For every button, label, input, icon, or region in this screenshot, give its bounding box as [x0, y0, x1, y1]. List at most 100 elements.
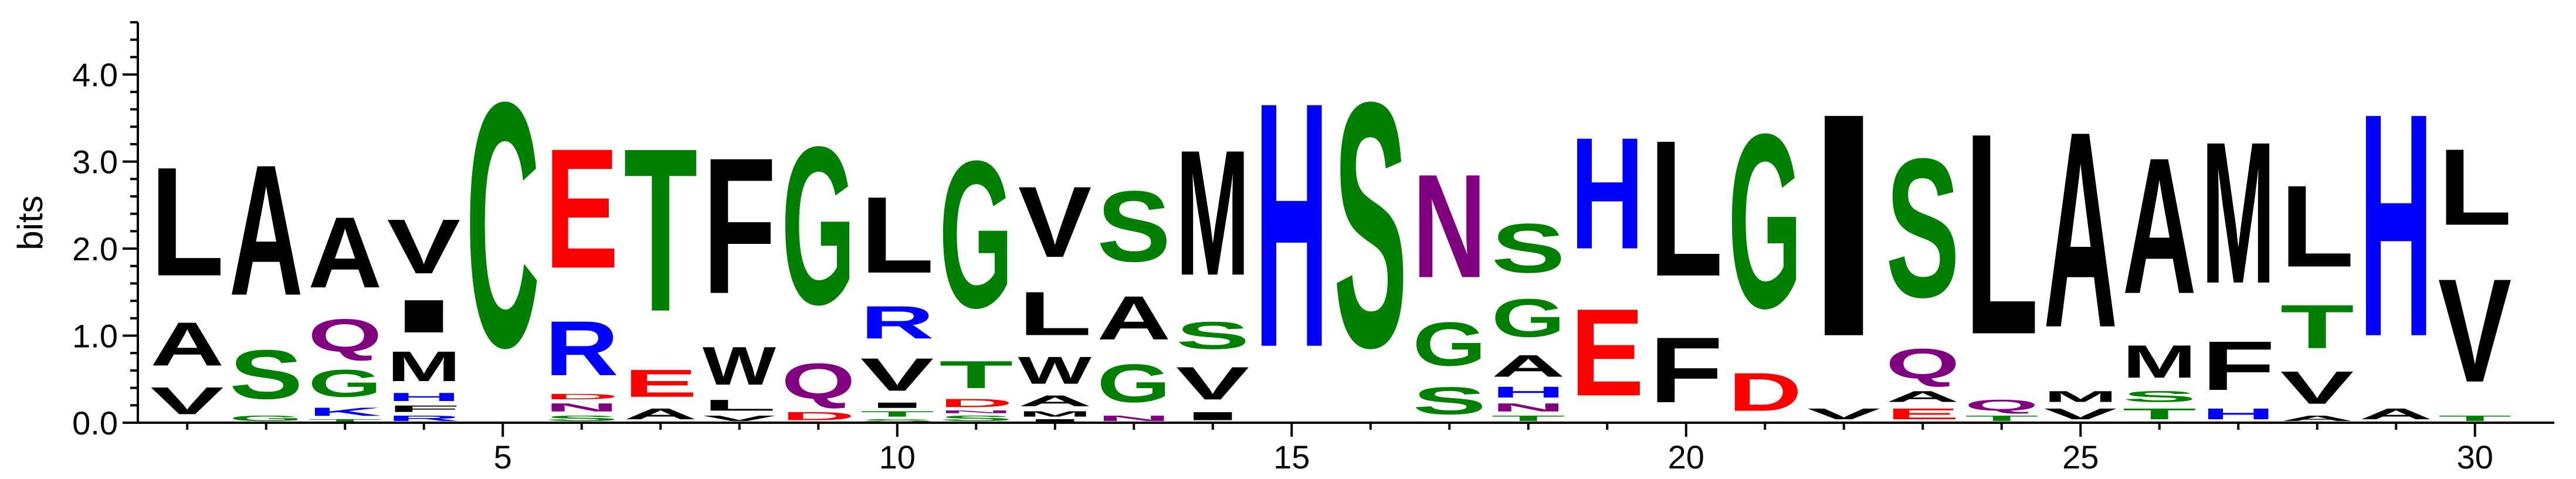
logo-letter-C-pos5: C [466, 30, 540, 420]
logo-letter-I-pos10: I [860, 401, 934, 410]
logo-letter-L-pos12: L [1018, 279, 1092, 348]
x-tick-label: 25 [2062, 439, 2099, 475]
logo-letter-T-pos10: T [860, 410, 934, 419]
logo-letter-G-pos13: G [1097, 353, 1171, 413]
logo-letter-Q-pos3: Q [308, 310, 382, 362]
logo-letter-S-pos10: S [860, 419, 934, 423]
logo-letter-F-pos4: F [387, 403, 461, 414]
logo-letter-T-pos24: T [1965, 414, 2039, 423]
logo-letter-S-pos6: S [545, 414, 619, 423]
logo-letter-V-pos28: V [2280, 361, 2354, 413]
y-axis-title: bits [11, 195, 50, 250]
logo-letter-G-pos17: G [1412, 310, 1486, 379]
logo-letter-A-pos12: A [1018, 392, 1092, 410]
logo-letter-A-pos7: A [623, 405, 697, 423]
y-tick-label: 0.0 [72, 405, 118, 441]
logo-letter-S-pos13: S [1097, 170, 1171, 283]
logo-letter-T-pos30: T [2438, 414, 2512, 423]
logo-letter-V-pos22: V [1807, 405, 1880, 423]
logo-letter-S-pos16: S [1334, 29, 1408, 420]
logo-letter-M-pos25: M [2043, 388, 2117, 406]
logo-letter-F-pos20: F [1649, 318, 1723, 423]
logo-letter-N-pos17: N [1412, 144, 1486, 308]
logo-letter-S-pos17: S [1412, 379, 1486, 422]
logo-letter-H-pos18: H [1492, 383, 1565, 401]
logo-letter-D-pos6: D [545, 392, 619, 401]
logo-letter-I-pos14: I [1176, 410, 1250, 423]
logo-letter-E-pos19: E [1570, 283, 1644, 422]
logo-letter-A-pos28: A [2280, 414, 2354, 423]
logo-letter-I-pos12: I [1018, 419, 1092, 423]
logo-letter-A-pos25: A [2043, 74, 2117, 386]
y-tick-label: 1.0 [72, 318, 118, 355]
logo-letter-T-pos11: T [939, 353, 1013, 396]
logo-letter-E-pos7: E [623, 362, 697, 405]
logo-letter-K-pos3: K [308, 405, 382, 418]
logo-letter-I-pos22: I [1807, 47, 1881, 403]
logo-letter-L-pos24: L [1965, 73, 2039, 395]
logo-letter-A-pos18: A [1492, 349, 1565, 383]
logo-letter-V-pos30: V [2438, 249, 2511, 413]
logo-letter-S-pos23: S [1886, 118, 1960, 339]
logo-letter-T-pos7: T [623, 100, 697, 361]
logo-letter-V-pos8: V [703, 414, 776, 423]
logo-letter-E-pos6: E [545, 114, 619, 304]
logo-letter-G-pos3: G [308, 362, 382, 405]
logo-letter-M-pos12: M [1018, 410, 1092, 419]
logo-letter-L-pos20: L [1649, 100, 1723, 317]
logo-letter-N-pos13: N [1097, 414, 1171, 423]
logo-letter-M-pos27: M [2201, 100, 2275, 326]
logo-letter-S-pos18: S [1492, 209, 1565, 287]
logo-letter-V-pos25: V [2043, 405, 2117, 423]
logo-letter-G-pos9: G [781, 100, 855, 352]
logo-letter-A-pos23: A [1886, 388, 1960, 406]
logo-letter-D-pos21: D [1728, 362, 1802, 423]
logo-letter-T-pos26: T [2123, 405, 2197, 423]
x-tick-label: 5 [494, 439, 512, 475]
x-tick-label: 10 [879, 439, 916, 475]
logo-letter-N-pos6: N [545, 401, 619, 414]
logo-letter-A-pos1: A [150, 309, 224, 379]
logo-letter-G-pos2: G [229, 414, 303, 423]
logo-letter-V-pos4: V [387, 203, 460, 290]
logo-letter-A-pos2: A [229, 127, 303, 335]
logo-letter-M-pos4: M [387, 343, 461, 390]
y-tick-label: 3.0 [72, 144, 118, 181]
logo-letter-W-pos8: W [703, 336, 776, 397]
logo-letter-G-pos21: G [1728, 83, 1802, 361]
logo-letter-T-pos3: T [308, 419, 382, 423]
logo-letter-V-pos14: V [1176, 357, 1249, 409]
axis-layer: bits 0.0 1.0 2.0 3.0 4.0 5 10 15 20 25 30 [11, 21, 2554, 475]
logo-letter-I-pos4: I [387, 290, 461, 342]
logo-letter-G-pos11: G [939, 117, 1013, 351]
logo-letter-S-pos2: S [229, 336, 303, 414]
logo-letter-N-pos18: N [1492, 401, 1565, 414]
logo-letter-R-pos10: R [860, 296, 934, 348]
logo-letter-L-pos1: L [150, 135, 224, 309]
logo-letter-M-pos14: M [1176, 113, 1250, 312]
logo-letter-L-pos30: L [2438, 126, 2512, 248]
logo-letter-S-pos14: S [1176, 314, 1250, 357]
logo-letter-D-pos11: D [939, 397, 1013, 410]
logo-letter-V-pos1: V [150, 379, 223, 422]
logo-letter-E-pos23: E [1886, 405, 1960, 423]
logo-letter-W-pos12: W [1018, 349, 1092, 392]
logo-letter-H-pos29: H [2359, 47, 2433, 403]
logo-letter-Q-pos23: Q [1886, 339, 1960, 388]
x-tick-label: 20 [1668, 439, 1704, 475]
y-tick-label: 4.0 [72, 56, 118, 93]
logo-letter-R-pos6: R [545, 305, 619, 392]
logo-letter-N-pos11: N [939, 410, 1013, 414]
logo-letter-F-pos27: F [2201, 327, 2275, 405]
logo-letter-Q-pos9: Q [781, 354, 855, 410]
logo-letter-D-pos9: D [781, 410, 855, 423]
logo-letter-Q-pos24: Q [1965, 396, 2039, 414]
logo-letter-F-pos8: F [703, 118, 777, 335]
x-tick-label: 30 [2457, 439, 2493, 475]
logo-letter-H-pos27: H [2201, 405, 2275, 423]
logo-letter-L-pos28: L [2280, 161, 2354, 291]
logo-letter-A-pos26: A [2123, 118, 2197, 335]
logo-letter-V-pos12: V [1018, 166, 1092, 278]
